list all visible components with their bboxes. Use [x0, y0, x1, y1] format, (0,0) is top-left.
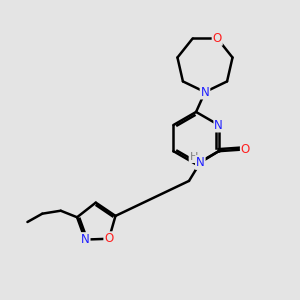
Text: O: O [241, 143, 250, 156]
Text: N: N [81, 233, 90, 246]
Text: O: O [104, 232, 114, 245]
Text: H: H [190, 152, 198, 162]
Text: O: O [213, 32, 222, 45]
Text: N: N [214, 118, 223, 131]
Text: N: N [201, 85, 209, 98]
Text: N: N [196, 156, 205, 169]
